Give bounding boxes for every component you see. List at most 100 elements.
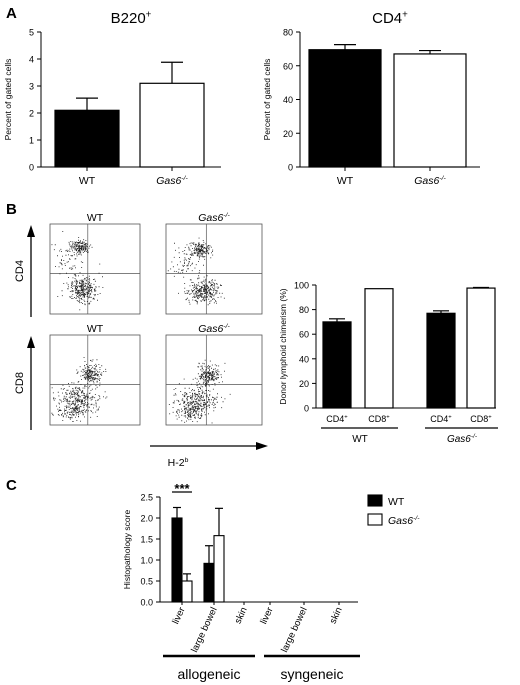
group-label: Gas6-/- xyxy=(447,433,478,445)
y-tick-label: 2.5 xyxy=(140,493,153,503)
panel-label-c: C xyxy=(6,477,17,494)
flow-col-header-main: WT xyxy=(87,323,104,335)
x-tick-label: Gas6-/- xyxy=(156,175,188,187)
x-tick-label: CD4+ xyxy=(326,414,348,424)
flow-col-header-sup: -/- xyxy=(223,212,230,219)
chart-b-chimerism: 0 20 40 60 80 100 Donor lymphoid chimerism (%)… xyxy=(278,281,498,445)
x-tick-label: skin xyxy=(328,606,345,626)
panel-label-b: B xyxy=(6,201,17,218)
legend: WT Gas6-/- xyxy=(367,494,420,527)
flow-col-header-main: Gas6 xyxy=(198,212,223,224)
legend-entry-main: WT xyxy=(388,496,405,508)
x-tick-label-main: Gas6 xyxy=(414,175,439,187)
legend-swatch xyxy=(367,494,383,507)
flow-col-header: WT xyxy=(87,212,104,224)
y-tick-label: 1.0 xyxy=(140,556,153,566)
x-tick-label: liver xyxy=(258,606,275,626)
flow-plot-cd8-gas6 xyxy=(165,334,263,426)
flow-plot-cd8-wt xyxy=(49,334,141,426)
y-axis-label: Histopathology score xyxy=(122,510,132,590)
panel-c: C 0.0 0.5 1.0 1.5 2.0 2.5 Histopathology score l… xyxy=(6,477,420,682)
group-label-sup: -/- xyxy=(471,433,478,440)
x-tick-label: CD8+ xyxy=(470,414,492,424)
y-tick-label: 2 xyxy=(29,109,34,119)
flow-events xyxy=(51,357,108,422)
y-tick-label: 80 xyxy=(283,28,293,38)
y-tick-label: 2.0 xyxy=(140,514,153,524)
group-label: allogeneic xyxy=(177,666,240,682)
chart-title-main: B220 xyxy=(111,10,146,27)
flow-x-axis-label: H-2b xyxy=(168,457,189,469)
bar xyxy=(364,288,394,409)
y-tick-label: 5 xyxy=(29,28,34,38)
group-label-main: WT xyxy=(352,434,368,445)
bar xyxy=(426,312,456,409)
flow-col-header-main: WT xyxy=(87,212,104,224)
y-tick-label: 100 xyxy=(294,281,309,291)
flow-plot-cd4-wt xyxy=(49,223,141,315)
x-tick-label-main: WT xyxy=(79,175,96,187)
flow-col-header-sup: -/- xyxy=(223,323,230,330)
legend-entry-main: Gas6 xyxy=(388,515,413,527)
y-tick-label: 20 xyxy=(283,129,293,139)
flow-plot-frame xyxy=(49,223,141,315)
flow-plot-frame xyxy=(165,223,263,315)
axis-arrow-head xyxy=(27,336,35,348)
x-tick-label: skin xyxy=(233,606,250,626)
bar xyxy=(171,517,183,603)
flow-row-label: CD8 xyxy=(14,372,26,394)
legend-entry-sup: -/- xyxy=(413,515,420,522)
significance-label: *** xyxy=(174,481,190,496)
y-tick-label: 1 xyxy=(29,136,34,146)
x-tick-label: large bowel xyxy=(189,606,220,655)
x-tick-label: WT xyxy=(337,175,354,187)
flow-col-header: Gas6-/- xyxy=(198,212,230,224)
x-tick-label-sup: -/- xyxy=(439,175,446,182)
flow-plot-frame xyxy=(49,334,141,426)
bar xyxy=(393,53,467,168)
x-tick-label: liver xyxy=(170,606,187,626)
x-tick-label-sup: + xyxy=(386,415,390,421)
bar xyxy=(322,321,352,409)
y-axis-label: Donor lymphoid chimerism (%) xyxy=(278,288,288,404)
x-tick-label: Gas6-/- xyxy=(414,175,446,187)
y-tick-label: 60 xyxy=(299,330,309,340)
y-tick-label: 1.5 xyxy=(140,535,153,545)
bar xyxy=(181,580,193,603)
bar xyxy=(54,109,120,168)
flow-col-header: Gas6-/- xyxy=(198,323,230,335)
x-tick-label-sup: + xyxy=(488,415,492,421)
x-tick-label-main: CD8 xyxy=(368,414,386,424)
panel-label-a: A xyxy=(6,5,17,22)
y-tick-label: 3 xyxy=(29,82,34,92)
y-tick-label: 20 xyxy=(299,379,309,389)
y-tick-label: 40 xyxy=(283,95,293,105)
chart-title-sup: + xyxy=(402,9,408,20)
x-tick-label-main: CD4 xyxy=(326,414,344,424)
y-tick-label: 0.5 xyxy=(140,577,153,587)
y-tick-label: 40 xyxy=(299,354,309,364)
flow-x-axis-label-main: H-2 xyxy=(168,457,185,469)
y-tick-label: 0 xyxy=(29,163,34,173)
y-axis-label: Percent of gated cells xyxy=(3,59,13,141)
x-tick-label: large bowel xyxy=(279,606,310,655)
y-tick-label: 0 xyxy=(304,404,309,414)
x-tick-label: CD8+ xyxy=(368,414,390,424)
x-tick-label-main: WT xyxy=(337,175,354,187)
x-tick-label-sup: -/- xyxy=(181,175,188,182)
flow-col-header-main: Gas6 xyxy=(198,323,223,335)
bar xyxy=(466,287,496,409)
chart-c-histopathology: 0.0 0.5 1.0 1.5 2.0 2.5 Histopathology score li… xyxy=(122,481,420,682)
y-tick-label: 0.0 xyxy=(140,598,153,608)
group-label: WT xyxy=(352,434,368,445)
group-label: syngeneic xyxy=(280,666,343,682)
legend-entry: Gas6-/- xyxy=(388,515,420,527)
x-tick-label-main: Gas6 xyxy=(156,175,181,187)
y-tick-label: 0 xyxy=(288,163,293,173)
chart-title-main: CD4 xyxy=(372,10,402,27)
bar xyxy=(213,535,225,603)
flow-events xyxy=(51,231,104,311)
